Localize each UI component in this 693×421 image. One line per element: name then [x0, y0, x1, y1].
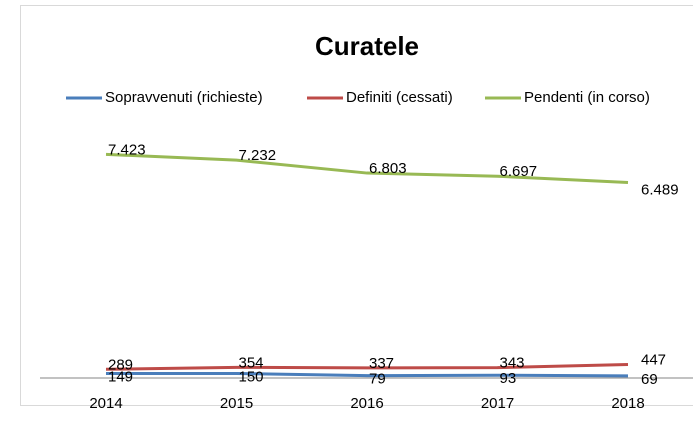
- chart-title: Curatele: [315, 31, 419, 61]
- series-line: [105, 371, 629, 378]
- data-label: 289: [108, 356, 133, 373]
- data-label: 149: [108, 368, 133, 385]
- data-label: 343: [500, 355, 525, 372]
- legend-label: Pendenti (in corso): [524, 89, 650, 106]
- data-label: 7.232: [239, 147, 277, 164]
- data-label: 447: [641, 352, 666, 369]
- x-tick-label: 2014: [89, 395, 122, 412]
- data-label: 6.803: [369, 160, 407, 177]
- data-label: 354: [239, 354, 264, 371]
- series-line: [105, 363, 629, 371]
- x-tick-label: 2017: [481, 395, 514, 412]
- x-tick-label: 2016: [350, 395, 383, 412]
- x-tick-label: 2015: [220, 395, 253, 412]
- data-label: 150: [239, 368, 264, 385]
- data-label: 6.489: [641, 181, 679, 198]
- x-tick-label: 2018: [611, 395, 644, 412]
- data-label: 69: [641, 371, 658, 388]
- data-label: 79: [369, 371, 386, 388]
- chart-frame: [20, 5, 693, 406]
- series-line: [105, 152, 629, 185]
- legend-label: Definiti (cessati): [346, 89, 453, 106]
- data-label: 7.423: [108, 141, 146, 158]
- data-label: 93: [500, 370, 517, 387]
- data-label: 6.697: [500, 163, 538, 180]
- legend-label: Sopravvenuti (richieste): [105, 89, 263, 106]
- data-label: 337: [369, 355, 394, 372]
